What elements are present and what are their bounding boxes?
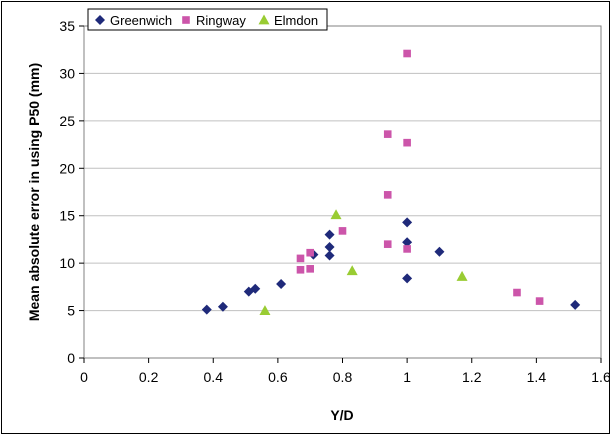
ringway-point bbox=[513, 288, 521, 297]
y-tick-label: 5 bbox=[67, 303, 75, 319]
ringway-point bbox=[403, 138, 411, 147]
y-tick-label: 35 bbox=[59, 18, 75, 34]
elmdon-point bbox=[330, 209, 342, 220]
greenwich-point bbox=[324, 242, 335, 253]
y-tick-label: 20 bbox=[59, 160, 75, 176]
data-points bbox=[201, 49, 581, 315]
y-axis-label: Mean absolute error in using P50 (mm) bbox=[26, 63, 42, 321]
y-tick-label: 0 bbox=[67, 350, 75, 366]
greenwich-point bbox=[434, 246, 445, 257]
elmdon-point bbox=[456, 270, 468, 281]
gridlines bbox=[84, 72, 601, 312]
y-tick-label: 10 bbox=[59, 255, 75, 271]
legend-elmdon-marker bbox=[258, 14, 270, 25]
ringway-point bbox=[403, 245, 411, 253]
plot-area bbox=[83, 25, 602, 359]
ringway-point bbox=[383, 240, 392, 248]
greenwich-point bbox=[250, 283, 261, 294]
elmdon-point bbox=[346, 265, 358, 276]
elmdon-point bbox=[259, 305, 271, 315]
x-tick-label: 1 bbox=[403, 369, 411, 385]
x-tick-label: 0.6 bbox=[268, 369, 288, 385]
y-tick-label: 25 bbox=[59, 113, 75, 129]
scatter-chart: 0 5 10 15 20 25 30 35 0 0.2 0.4 0.6 0.8 1 1.2 1.4 1.6 Gr… bbox=[26, 8, 611, 423]
ringway-point bbox=[296, 265, 305, 274]
legend-elmdon-label: Elmdon bbox=[274, 13, 318, 28]
greenwich-point bbox=[276, 279, 287, 290]
greenwich-point bbox=[570, 299, 581, 310]
x-tick-label: 1.6 bbox=[591, 369, 609, 385]
ringway-point bbox=[383, 130, 392, 138]
x-tick-label: 0 bbox=[80, 369, 88, 385]
ringway-point bbox=[296, 254, 305, 263]
x-tick-label: 1.2 bbox=[462, 369, 482, 385]
legend-ringway-marker bbox=[182, 16, 190, 24]
y-tick-label: 15 bbox=[59, 208, 75, 224]
x-tick-label: 0.2 bbox=[139, 369, 159, 385]
x-tick-label: 0.8 bbox=[333, 369, 353, 385]
ringway-point bbox=[535, 297, 544, 305]
legend-greenwich-label: Greenwich bbox=[110, 13, 172, 28]
greenwich-point bbox=[402, 273, 413, 284]
ringway-point bbox=[306, 265, 314, 273]
x-axis-label: Y/D bbox=[330, 407, 353, 423]
ringway-point bbox=[383, 191, 392, 199]
greenwich-point bbox=[201, 304, 212, 315]
legend-ringway-label: Ringway bbox=[196, 13, 246, 28]
greenwich-point bbox=[324, 250, 335, 261]
greenwich-point bbox=[402, 237, 413, 248]
legend: Greenwich Ringway Elmdon bbox=[87, 8, 328, 31]
y-tick-label: 30 bbox=[59, 65, 75, 81]
ringway-point bbox=[306, 248, 314, 257]
legend-greenwich-marker bbox=[95, 15, 105, 25]
axis-ticks: 0 5 10 15 20 25 30 35 0 0.2 0.4 0.6 0.8 1 1.2 1.4 1.6 bbox=[59, 18, 611, 385]
x-tick-label: 1.4 bbox=[527, 369, 547, 385]
ringway-point bbox=[338, 227, 347, 235]
greenwich-point bbox=[217, 301, 228, 312]
x-tick-label: 0.4 bbox=[204, 369, 224, 385]
greenwich-point bbox=[324, 229, 335, 240]
legend-box bbox=[87, 8, 328, 31]
greenwich-point bbox=[402, 217, 413, 228]
ringway-point bbox=[403, 49, 411, 58]
